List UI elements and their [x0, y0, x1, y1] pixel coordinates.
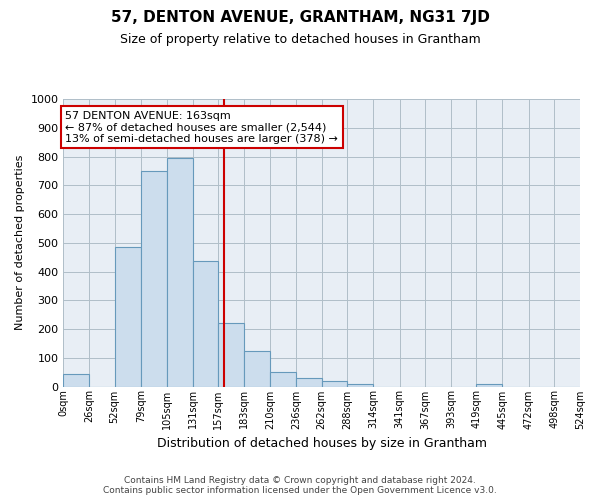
Text: Contains HM Land Registry data © Crown copyright and database right 2024.
Contai: Contains HM Land Registry data © Crown c… [103, 476, 497, 495]
Bar [296, 378, 322, 386]
Bar [167, 158, 193, 386]
Text: Size of property relative to detached houses in Grantham: Size of property relative to detached ho… [119, 32, 481, 46]
Text: 57 DENTON AVENUE: 163sqm
← 87% of detached houses are smaller (2,544)
13% of sem: 57 DENTON AVENUE: 163sqm ← 87% of detach… [65, 110, 338, 144]
Bar [141, 171, 167, 386]
Bar [193, 262, 218, 386]
Text: 57, DENTON AVENUE, GRANTHAM, NG31 7JD: 57, DENTON AVENUE, GRANTHAM, NG31 7JD [110, 10, 490, 25]
X-axis label: Distribution of detached houses by size in Grantham: Distribution of detached houses by size … [157, 437, 487, 450]
Bar [244, 350, 271, 386]
Y-axis label: Number of detached properties: Number of detached properties [15, 155, 25, 330]
Bar [218, 324, 244, 386]
Bar [271, 372, 296, 386]
Bar [347, 384, 373, 386]
Bar [476, 384, 502, 386]
Bar [115, 247, 141, 386]
Bar [64, 374, 89, 386]
Bar [322, 382, 347, 386]
